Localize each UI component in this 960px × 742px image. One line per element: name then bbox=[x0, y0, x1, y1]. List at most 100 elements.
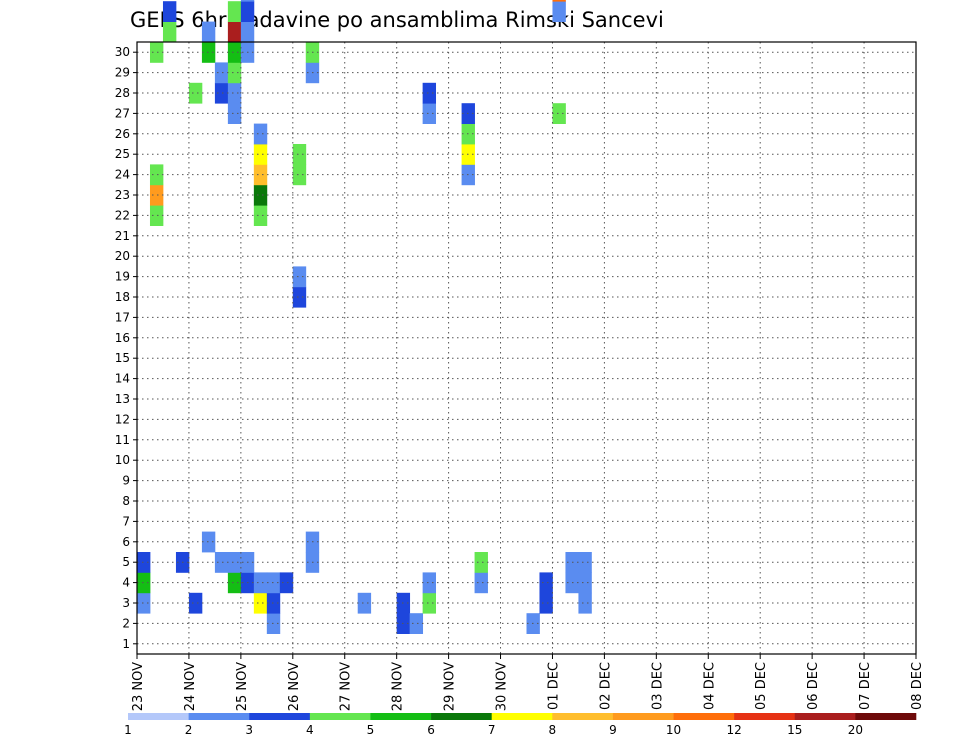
heatmap-cell bbox=[149, 205, 164, 226]
y-tick-label: 23 bbox=[115, 188, 130, 202]
y-tick-label: 4 bbox=[122, 576, 130, 590]
y-tick-label: 7 bbox=[122, 514, 130, 528]
colorbar-label: 9 bbox=[609, 723, 617, 737]
y-tick-label: 22 bbox=[115, 208, 130, 222]
colorbar-label: 2 bbox=[185, 723, 193, 737]
heatmap-cell bbox=[253, 123, 268, 145]
heatmap-cell bbox=[214, 62, 229, 84]
colorbar: 1 2 3 4 5 6 7 8 9 10 12 15 20 bbox=[124, 713, 917, 737]
y-tick-label: 8 bbox=[122, 494, 130, 508]
heatmap-cell bbox=[474, 572, 488, 594]
colorbar-label: 12 bbox=[727, 723, 742, 737]
heatmap-cell bbox=[227, 572, 242, 594]
heatmap-cell bbox=[253, 592, 268, 614]
colorbar-swatch bbox=[128, 713, 189, 720]
heatmap-cell bbox=[422, 103, 437, 124]
heatmap-cell bbox=[409, 613, 424, 634]
colorbar-label: 20 bbox=[848, 723, 863, 737]
colorbar-swatch bbox=[673, 713, 735, 720]
y-tick-label: 14 bbox=[115, 372, 130, 386]
heatmap-cell bbox=[578, 552, 592, 573]
colorbar-label: 10 bbox=[666, 723, 681, 737]
colorbar-swatch bbox=[734, 713, 796, 720]
heatmap-cell bbox=[227, 103, 242, 124]
colorbar-swatch bbox=[491, 713, 553, 720]
y-tick-label: 13 bbox=[115, 392, 130, 406]
x-tick-label: 02 DEC bbox=[598, 662, 613, 710]
x-tick-label: 28 NOV bbox=[391, 662, 406, 711]
y-tick-label: 2 bbox=[122, 616, 130, 630]
heatmap-cell bbox=[137, 572, 151, 594]
y-tick-label: 5 bbox=[122, 555, 130, 569]
heatmap-cell bbox=[266, 592, 281, 614]
heatmap-cell bbox=[292, 144, 307, 165]
y-tick-label: 3 bbox=[122, 596, 130, 610]
x-tick-label: 05 DEC bbox=[754, 662, 769, 710]
colorbar-label: 7 bbox=[488, 723, 496, 737]
heatmap-cell bbox=[227, 1, 242, 22]
heatmap-cell bbox=[188, 82, 203, 104]
colorbar-swatch bbox=[370, 713, 432, 720]
y-tick-label: 28 bbox=[115, 86, 130, 100]
colorbar-swatch bbox=[612, 713, 674, 720]
y-tick-label: 26 bbox=[115, 127, 130, 141]
heatmap-cell bbox=[162, 21, 177, 43]
y-tick-label: 18 bbox=[115, 290, 130, 304]
colorbar-label: 5 bbox=[367, 723, 375, 737]
heatmap-cell bbox=[253, 572, 268, 594]
x-axis: 23 NOV 24 NOV 25 NOV 26 NOV 27 NOV 28 NOV 29 N… bbox=[131, 654, 925, 711]
y-tick-label: 29 bbox=[115, 66, 130, 80]
heatmap-cell bbox=[149, 164, 164, 186]
y-tick-label: 6 bbox=[122, 535, 130, 549]
x-tick-label: 01 DEC bbox=[546, 662, 561, 710]
y-tick-label: 16 bbox=[115, 331, 130, 345]
colorbar-label: 6 bbox=[427, 723, 435, 737]
heatmap-cell bbox=[552, 103, 566, 124]
x-tick-label: 26 NOV bbox=[287, 662, 302, 711]
y-tick-label: 10 bbox=[115, 453, 130, 467]
heatmap-cell bbox=[162, 1, 177, 22]
colorbar-label: 1 bbox=[124, 723, 132, 737]
heatmap-cell bbox=[227, 62, 242, 84]
colorbar-swatch bbox=[794, 713, 856, 720]
y-tick-label: 17 bbox=[115, 310, 130, 324]
y-tick-label: 1 bbox=[122, 637, 130, 651]
heatmap-cell bbox=[240, 1, 255, 22]
heatmap-cell bbox=[214, 82, 229, 104]
y-tick-label: 15 bbox=[115, 351, 130, 365]
heatmap-cell bbox=[552, 0, 566, 2]
y-tick-label: 25 bbox=[115, 147, 130, 161]
heatmap-cell bbox=[201, 21, 216, 43]
heatmap-cell bbox=[539, 572, 553, 594]
x-tick-label: 29 NOV bbox=[443, 662, 458, 711]
colorbar-swatch bbox=[552, 713, 614, 720]
y-axis: 1234567891011121314151617181920212223242… bbox=[115, 45, 137, 651]
heatmap-cell bbox=[279, 572, 294, 594]
colorbar-swatch bbox=[188, 713, 250, 720]
heatmap-cell bbox=[578, 592, 592, 614]
heatmap-cells bbox=[137, 0, 592, 634]
x-tick-label: 04 DEC bbox=[702, 662, 717, 710]
chart-title: GEFS 6hr padavine po ansamblima Rimski S… bbox=[130, 8, 664, 32]
plot-frame bbox=[136, 41, 917, 655]
heatmap-cell bbox=[422, 82, 437, 104]
colorbar-swatch bbox=[431, 713, 492, 720]
heatmap-cell bbox=[253, 184, 268, 206]
x-tick-label: 07 DEC bbox=[858, 662, 873, 710]
grid-lines bbox=[137, 42, 916, 654]
heatmap-cell bbox=[552, 1, 566, 22]
y-tick-label: 21 bbox=[115, 229, 130, 243]
colorbar-swatch bbox=[309, 713, 371, 720]
y-tick-label: 19 bbox=[115, 270, 130, 284]
x-tick-label: 23 NOV bbox=[131, 662, 146, 711]
x-tick-label: 06 DEC bbox=[806, 662, 821, 710]
y-tick-label: 20 bbox=[115, 249, 130, 263]
heatmap-cell bbox=[253, 164, 268, 186]
heatmap-cell bbox=[227, 42, 242, 63]
heatmap-cell bbox=[214, 552, 229, 573]
heatmap-cell bbox=[227, 552, 242, 573]
heatmap-cell bbox=[240, 21, 255, 43]
heatmap-cell bbox=[266, 572, 281, 594]
heatmap-cell bbox=[240, 0, 255, 2]
